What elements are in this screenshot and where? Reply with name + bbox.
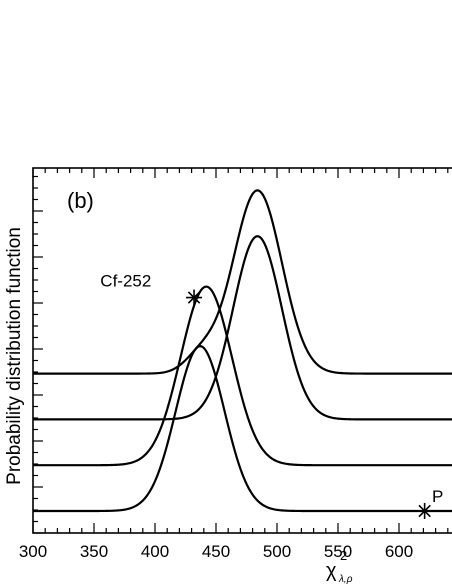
series-line-4 <box>33 189 452 375</box>
x-tick-label: 450 <box>202 542 230 561</box>
x-tick-label: 500 <box>263 542 291 561</box>
asterisk-stroke <box>187 291 201 304</box>
plot-frame <box>32 167 452 534</box>
x-axis-label: χ 2 λ,ρ <box>326 548 353 585</box>
x-tick-label: 350 <box>80 542 108 561</box>
x-axis-label-subscript: λ,ρ <box>338 574 353 585</box>
curves <box>33 189 452 513</box>
y-axis-label: Probability distribution function <box>4 227 25 485</box>
series-line-1 <box>33 345 452 513</box>
annotation-marker-1 <box>186 289 203 306</box>
plot-area <box>32 167 452 534</box>
series-line-2 <box>33 285 452 467</box>
x-tick-label: 400 <box>141 542 169 561</box>
annotation-label-1: Cf-252 <box>100 272 151 291</box>
asterisk-stroke <box>418 504 431 518</box>
x-tick-label: 300 <box>19 542 47 561</box>
x-axis-label-superscript: 2 <box>340 548 347 563</box>
annotation-marker-2 <box>416 503 433 519</box>
annotations: Cf-252 P <box>100 272 452 519</box>
x-tick-label: 600 <box>385 542 413 561</box>
annotation-label-2: P <box>432 487 443 506</box>
panel-label: (b) <box>67 188 94 213</box>
x-axis-label-base: χ <box>326 560 337 582</box>
ticks: 3003504004505005506006 <box>19 168 449 561</box>
series-line-3 <box>33 235 452 421</box>
x-tick-label: 550 <box>324 542 352 561</box>
